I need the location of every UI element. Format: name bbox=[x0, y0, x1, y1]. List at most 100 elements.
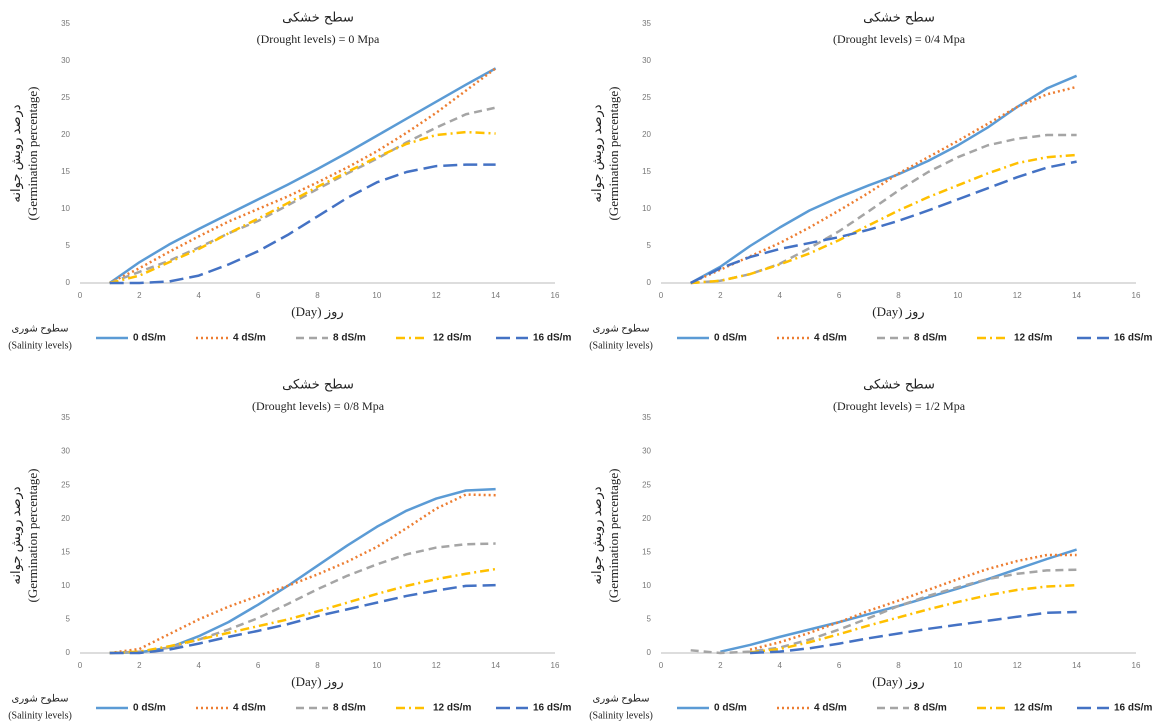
y-tick-label: 0 bbox=[66, 648, 71, 657]
x-tick-label: 2 bbox=[718, 291, 723, 300]
legend-label: 0 dS/m bbox=[133, 333, 166, 344]
legend-label: 4 dS/m bbox=[814, 703, 847, 714]
y-tick-label: 30 bbox=[61, 447, 70, 456]
y-tick-label: 5 bbox=[66, 615, 71, 624]
y-axis-label: درصد رویش جوانه bbox=[589, 104, 605, 202]
y-tick-label: 10 bbox=[61, 204, 70, 213]
series-line bbox=[690, 153, 1077, 285]
y-tick-label: 30 bbox=[642, 447, 651, 456]
x-tick-label: 10 bbox=[372, 291, 381, 300]
y-axis-label: (Germination percentage) bbox=[606, 87, 621, 221]
x-tick-label: 6 bbox=[837, 291, 842, 300]
legend-label: 0 dS/m bbox=[714, 703, 747, 714]
series-line bbox=[749, 583, 1077, 654]
x-tick-label: 6 bbox=[256, 661, 261, 670]
legend-label: 4 dS/m bbox=[233, 703, 266, 714]
series-line bbox=[109, 583, 496, 655]
y-tick-label: 25 bbox=[642, 480, 651, 489]
series-line bbox=[690, 85, 1077, 285]
y-tick-label: 0 bbox=[66, 278, 71, 287]
legend-label: 8 dS/m bbox=[333, 703, 366, 714]
series-line bbox=[750, 610, 1077, 655]
x-axis-label: (Day) روز bbox=[872, 304, 924, 320]
x-tick-label: 8 bbox=[315, 661, 320, 670]
x-tick-label: 8 bbox=[315, 291, 320, 300]
x-tick-label: 0 bbox=[659, 661, 664, 670]
legend-title: (Salinity levels) bbox=[8, 710, 72, 721]
y-tick-label: 10 bbox=[61, 581, 70, 590]
x-tick-label: 8 bbox=[896, 661, 901, 670]
series-line bbox=[690, 160, 1077, 285]
legend-label: 12 dS/m bbox=[1014, 703, 1052, 714]
y-tick-label: 15 bbox=[642, 167, 651, 176]
x-tick-label: 16 bbox=[1132, 291, 1141, 300]
y-tick-label: 10 bbox=[642, 204, 651, 213]
x-tick-label: 12 bbox=[1013, 661, 1022, 670]
legend-title: سطوح شوری bbox=[593, 323, 650, 334]
x-tick-label: 0 bbox=[659, 291, 664, 300]
x-tick-label: 12 bbox=[1013, 291, 1022, 300]
series-line bbox=[109, 487, 496, 655]
y-tick-label: 25 bbox=[642, 93, 651, 102]
series-line bbox=[749, 553, 1077, 651]
y-axis-label: درصد رویش جوانه bbox=[8, 486, 24, 584]
x-tick-label: 4 bbox=[197, 661, 202, 670]
x-tick-label: 10 bbox=[372, 661, 381, 670]
x-tick-label: 8 bbox=[896, 291, 901, 300]
y-tick-label: 35 bbox=[642, 413, 651, 422]
legend-title: سطوح شوری bbox=[12, 323, 69, 334]
chart-title: سطح خشکی bbox=[282, 11, 354, 26]
chart-subtitle: (Drought levels) = 0/8 Mpa bbox=[252, 399, 385, 413]
legend-title: (Salinity levels) bbox=[8, 340, 72, 351]
y-tick-label: 25 bbox=[61, 93, 70, 102]
y-tick-label: 20 bbox=[642, 130, 651, 139]
y-tick-label: 10 bbox=[642, 581, 651, 590]
y-tick-label: 15 bbox=[642, 547, 651, 556]
y-tick-label: 15 bbox=[61, 167, 70, 176]
legend-label: 16 dS/m bbox=[533, 703, 571, 714]
legend-label: 16 dS/m bbox=[1114, 703, 1152, 714]
legend-title: (Salinity levels) bbox=[589, 340, 653, 351]
legend-label: 4 dS/m bbox=[233, 333, 266, 344]
x-tick-label: 6 bbox=[837, 661, 842, 670]
x-tick-label: 6 bbox=[256, 291, 261, 300]
y-tick-label: 25 bbox=[61, 480, 70, 489]
x-tick-label: 0 bbox=[78, 291, 83, 300]
legend-label: 8 dS/m bbox=[914, 703, 947, 714]
series-line bbox=[690, 133, 1077, 285]
y-tick-label: 35 bbox=[642, 19, 651, 28]
y-tick-label: 35 bbox=[61, 19, 70, 28]
series-line bbox=[690, 568, 1077, 655]
y-tick-label: 0 bbox=[647, 278, 652, 287]
legend-label: 8 dS/m bbox=[333, 333, 366, 344]
x-tick-label: 4 bbox=[197, 291, 202, 300]
y-tick-label: 15 bbox=[61, 547, 70, 556]
x-tick-label: 2 bbox=[718, 661, 723, 670]
x-tick-label: 16 bbox=[551, 661, 560, 670]
x-tick-label: 10 bbox=[953, 291, 962, 300]
x-tick-label: 14 bbox=[491, 661, 500, 670]
y-tick-label: 0 bbox=[647, 648, 652, 657]
x-tick-label: 4 bbox=[778, 291, 783, 300]
x-tick-label: 12 bbox=[432, 291, 441, 300]
series-line bbox=[108, 67, 497, 285]
legend-label: 4 dS/m bbox=[814, 333, 847, 344]
x-tick-label: 14 bbox=[1072, 291, 1081, 300]
chart-subtitle: (Drought levels) = 0 Mpa bbox=[257, 32, 380, 46]
series-line bbox=[109, 493, 496, 655]
chart-subtitle: (Drought levels) = 0/4 Mpa bbox=[833, 32, 966, 46]
legend-label: 0 dS/m bbox=[133, 703, 166, 714]
series-line bbox=[109, 567, 496, 655]
x-tick-label: 2 bbox=[137, 291, 142, 300]
x-tick-label: 12 bbox=[432, 661, 441, 670]
y-axis-label: (Germination percentage) bbox=[25, 469, 40, 603]
y-tick-label: 5 bbox=[66, 241, 71, 250]
chart-title: سطح خشکی bbox=[863, 378, 935, 393]
series-line bbox=[109, 130, 496, 285]
legend-label: 12 dS/m bbox=[1014, 333, 1052, 344]
x-tick-label: 4 bbox=[778, 661, 783, 670]
chart-title: سطح خشکی bbox=[863, 11, 935, 26]
legend-label: 12 dS/m bbox=[433, 703, 471, 714]
y-tick-label: 35 bbox=[61, 413, 70, 422]
y-tick-label: 20 bbox=[61, 514, 70, 523]
